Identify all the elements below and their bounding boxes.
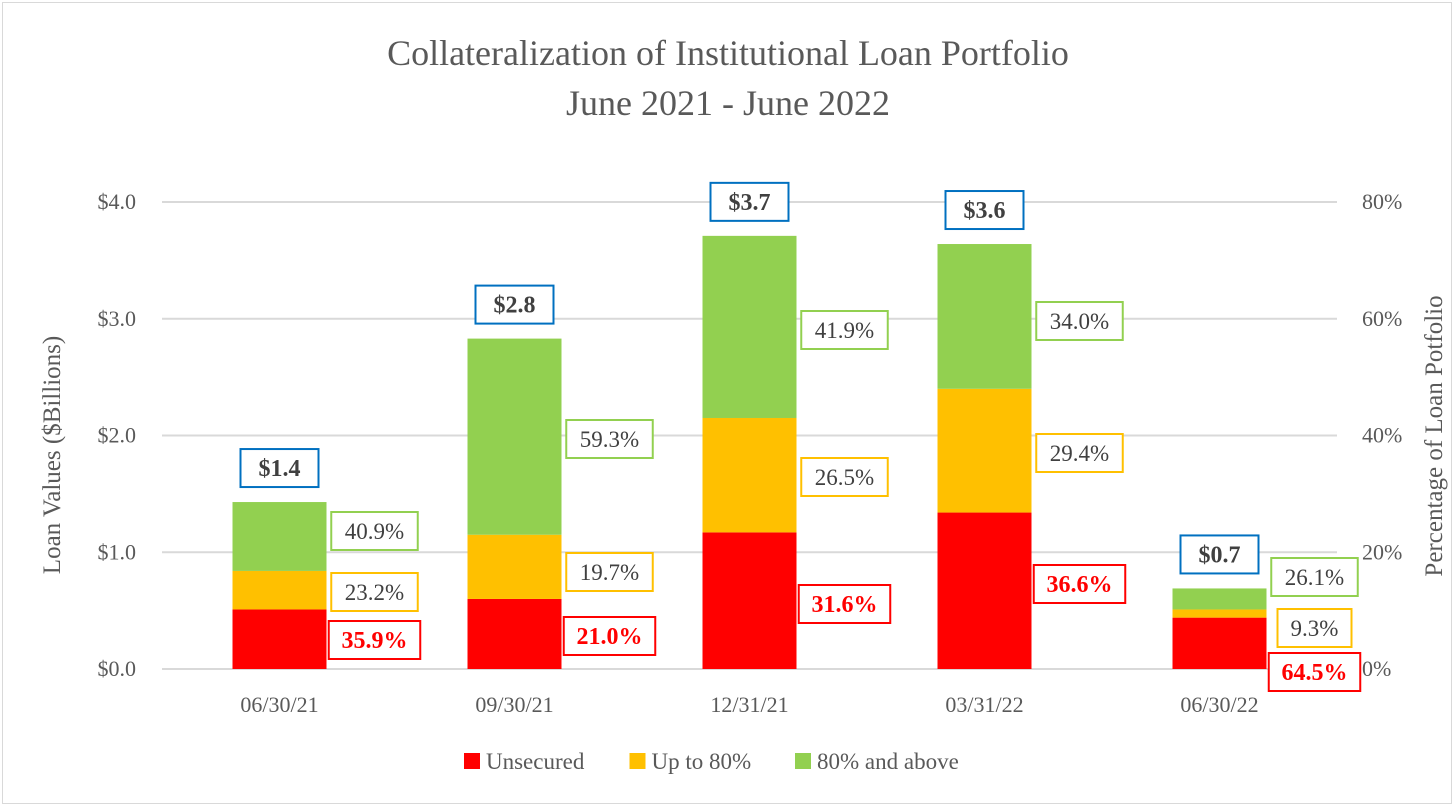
- pct-label-unsecured: 64.5%: [1282, 660, 1348, 686]
- x-tick-label: 06/30/22: [1180, 692, 1258, 717]
- total-label: $1.4: [259, 456, 301, 482]
- bar-segment-up-to-80: [702, 417, 797, 533]
- legend-swatch: [464, 753, 480, 769]
- x-tick-label: 12/31/21: [710, 692, 788, 717]
- bar-segment-unsecured: [232, 609, 327, 669]
- total-label: $3.6: [964, 198, 1006, 224]
- pct-label-80-and-above: 34.0%: [1050, 309, 1109, 334]
- total-label-box: [474, 284, 555, 325]
- y-tick-label: $2.0: [98, 423, 137, 448]
- x-tick-label: 06/30/21: [240, 692, 318, 717]
- pct-label-box: [565, 419, 654, 459]
- pct-label-box: [800, 457, 889, 497]
- pct-label-box: [797, 584, 892, 624]
- legend-swatch: [795, 753, 811, 769]
- y-tick-label: $4.0: [98, 189, 137, 214]
- legend-swatch: [629, 753, 646, 769]
- pct-label-80-and-above: 40.9%: [345, 519, 404, 544]
- bar-segment-up-to-80: [937, 388, 1032, 513]
- pct-label-box: [1035, 301, 1124, 341]
- pct-label-box: [565, 552, 654, 592]
- total-label-box: [239, 448, 320, 489]
- pct-label-up-to-80: 9.3%: [1291, 616, 1339, 641]
- bar-segment-up-to-80: [1172, 609, 1267, 618]
- y2-tick-label: 60%: [1362, 306, 1402, 331]
- bar-segment-80-and-above: [1172, 588, 1267, 610]
- chart-title: Collateralization of Institutional Loan …: [387, 33, 1069, 73]
- pct-label-box: [562, 616, 657, 656]
- y-tick-label: $3.0: [98, 306, 137, 331]
- pct-label-unsecured: 35.9%: [342, 628, 408, 654]
- bar-segment-unsecured: [937, 512, 1032, 669]
- pct-label-box: [1035, 433, 1124, 473]
- bar-segment-80-and-above: [467, 338, 562, 535]
- y2-tick-label: 20%: [1362, 539, 1402, 564]
- bar-segment-80-and-above: [702, 235, 797, 418]
- bar-segment-80-and-above: [232, 502, 327, 571]
- y2-tick-label: 40%: [1362, 423, 1402, 448]
- pct-label-80-and-above: 59.3%: [580, 427, 639, 452]
- total-label: $3.7: [729, 190, 771, 216]
- bar-segment-up-to-80: [467, 534, 562, 599]
- y2-axis-title: Percentage of Loan Potfolio: [1421, 295, 1448, 576]
- total-label: $2.8: [494, 293, 536, 319]
- pct-label-box: [800, 310, 889, 350]
- pct-label-up-to-80: 19.7%: [580, 560, 639, 585]
- pct-label-up-to-80: 23.2%: [345, 580, 404, 605]
- y2-tick-label: 80%: [1362, 189, 1402, 214]
- pct-label-unsecured: 36.6%: [1047, 572, 1113, 598]
- pct-label-up-to-80: 29.4%: [1050, 441, 1109, 466]
- x-tick-label: 09/30/21: [475, 692, 553, 717]
- bar-segment-unsecured: [702, 532, 797, 669]
- y2-tick-label: 0%: [1362, 656, 1391, 681]
- legend-label: Unsecured: [486, 749, 585, 774]
- y-tick-label: $0.0: [98, 656, 137, 681]
- pct-label-unsecured: 31.6%: [812, 592, 878, 618]
- total-label-box: [1179, 534, 1260, 575]
- pct-label-box: [1032, 564, 1127, 604]
- legend-label: Up to 80%: [652, 749, 752, 774]
- pct-label-80-and-above: 41.9%: [815, 318, 874, 343]
- total-label: $0.7: [1199, 542, 1241, 568]
- y-axis-title: Loan Values ($Billions): [39, 336, 66, 574]
- pct-label-80-and-above: 26.1%: [1285, 565, 1344, 590]
- chart-subtitle: June 2021 - June 2022: [566, 83, 890, 123]
- bar-segment-unsecured: [1172, 617, 1267, 669]
- x-tick-label: 03/31/22: [945, 692, 1023, 717]
- bar-segment-80-and-above: [937, 244, 1032, 389]
- total-label-box: [709, 181, 790, 222]
- pct-label-unsecured: 21.0%: [577, 624, 643, 650]
- pct-label-box: [1276, 608, 1353, 648]
- pct-label-box: [1270, 557, 1359, 597]
- pct-label-up-to-80: 26.5%: [815, 465, 874, 490]
- total-label-box: [944, 190, 1025, 231]
- bar-segment-unsecured: [467, 598, 562, 669]
- bar-segment-up-to-80: [232, 570, 327, 610]
- pct-label-box: [1267, 652, 1362, 692]
- pct-label-box: [330, 511, 419, 551]
- pct-label-box: [327, 620, 422, 660]
- legend-label: 80% and above: [817, 749, 959, 774]
- pct-label-box: [330, 572, 419, 612]
- y-tick-label: $1.0: [98, 539, 137, 564]
